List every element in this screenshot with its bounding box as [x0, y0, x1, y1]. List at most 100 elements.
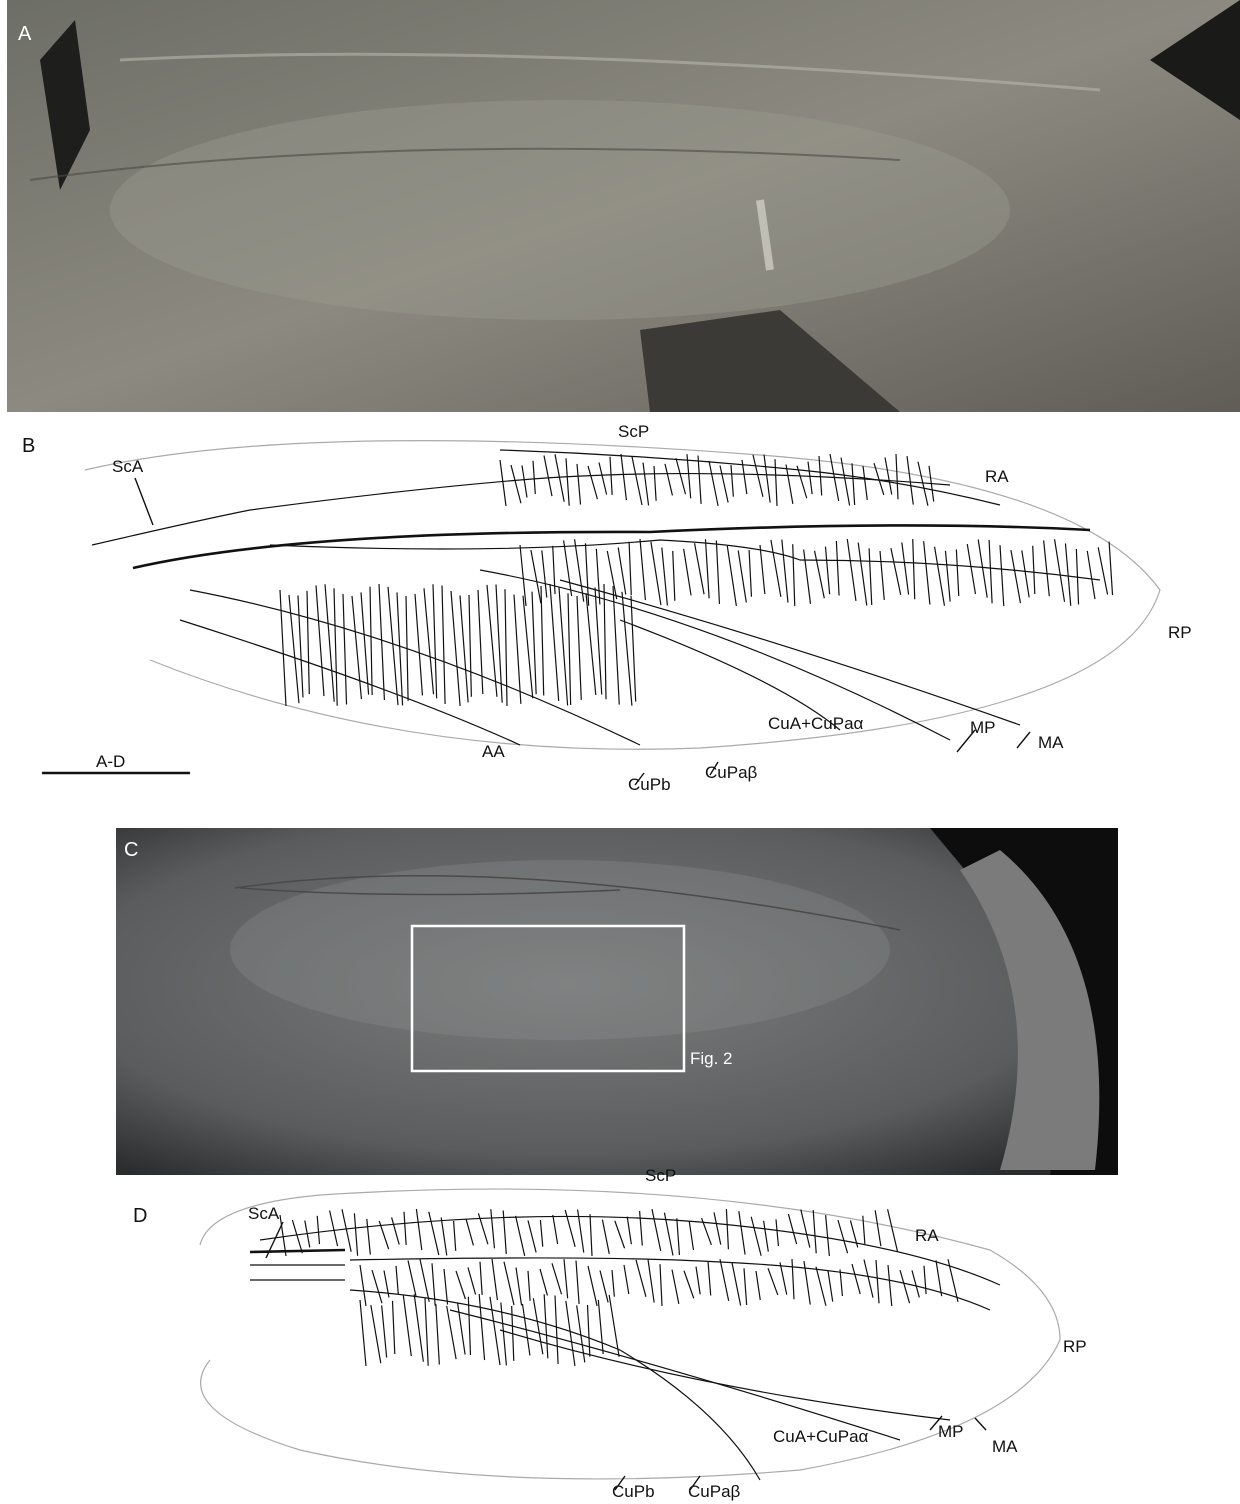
crossvein [906, 456, 914, 505]
crossvein [743, 1268, 748, 1306]
crossvein [316, 1215, 321, 1245]
crossvein [849, 1220, 859, 1248]
crossvein [540, 586, 545, 696]
crossvein [479, 1261, 483, 1296]
crossvein [763, 1220, 769, 1252]
crossvein [587, 1265, 598, 1307]
crossvein [351, 595, 363, 700]
crossvein [489, 1296, 501, 1366]
crossvein [683, 548, 692, 596]
crossvein [1097, 547, 1109, 595]
crossvein [504, 589, 508, 706]
crossvein [576, 1305, 586, 1363]
crossvein [378, 1220, 390, 1250]
crossvein [549, 584, 560, 701]
crossvein [631, 456, 643, 506]
crossvein [719, 465, 729, 503]
crossvein [515, 1215, 526, 1257]
crossvein [815, 1266, 827, 1306]
crossvein [840, 457, 851, 506]
crossvein [521, 1303, 531, 1356]
drawing-d: D ScA ScP RA RP MA MP CuA+CuPaα CuPaβ Cu… [133, 1166, 1087, 1501]
crossvein [554, 1295, 559, 1364]
scale-label: A-D [96, 752, 125, 771]
crossvein [589, 1214, 593, 1256]
crossvein [813, 550, 825, 599]
crossvein [1064, 543, 1072, 606]
vein-label: MP [938, 1422, 964, 1441]
crossvein [661, 547, 668, 606]
crossvein [532, 460, 536, 495]
crossvein [851, 1263, 861, 1295]
crossvein [824, 546, 831, 595]
crossvein [597, 1299, 604, 1355]
crossvein [704, 539, 710, 599]
crossvein [455, 1270, 467, 1300]
crossvein [577, 1209, 585, 1253]
crossvein [515, 1267, 523, 1306]
crossvein [359, 1264, 367, 1307]
panel-label: C [124, 839, 138, 861]
crossvein [453, 1220, 457, 1251]
crossvein [851, 463, 856, 506]
photo-c: C Fig. 2 [116, 828, 1118, 1175]
crossvein [752, 454, 764, 497]
panel-label: B [22, 435, 35, 457]
crossvein [395, 1265, 399, 1295]
crossvein [868, 548, 873, 606]
crossvein [635, 1259, 647, 1297]
crossvein [912, 539, 916, 600]
crossvein [608, 1294, 620, 1357]
crossvein [552, 1214, 559, 1245]
crossvein [467, 1267, 477, 1295]
crossvein [554, 454, 565, 502]
crossvein [502, 1210, 507, 1255]
crossvein [333, 588, 338, 706]
crossvein [510, 464, 522, 504]
crossvein [639, 1210, 643, 1246]
photo-a: A [7, 0, 1240, 412]
vein-label: CuA+CuPaα [773, 1427, 869, 1446]
crossvein [450, 590, 461, 706]
crossvein [630, 595, 637, 702]
crossvein [621, 591, 633, 706]
crossvein [381, 1305, 388, 1358]
crossvein [651, 1208, 662, 1252]
crossvein [378, 583, 386, 701]
crossvein [653, 465, 657, 501]
crossvein [803, 549, 812, 604]
crossvein [686, 454, 692, 499]
crossvein [423, 588, 435, 695]
crossvein [1032, 545, 1036, 595]
crossvein [676, 1218, 681, 1256]
crossvein [521, 465, 528, 498]
crossvein [890, 548, 902, 596]
crossvein [911, 1270, 920, 1298]
crossvein [288, 594, 300, 704]
crossvein [407, 1260, 417, 1297]
crossvein [279, 589, 287, 707]
crossvein [650, 541, 662, 606]
crossvein [527, 1270, 531, 1301]
crossvein [770, 539, 782, 597]
crossvein [609, 456, 613, 495]
crossvein [565, 1300, 576, 1367]
crossvein [586, 1304, 591, 1357]
crossvein [575, 1260, 580, 1305]
crossvein [675, 458, 687, 495]
crossvein [304, 1220, 311, 1248]
crossvein [391, 1217, 400, 1245]
panel-label: A [18, 23, 32, 45]
crossvein [664, 463, 674, 496]
crossvein [707, 1260, 712, 1296]
crossvein [279, 1214, 287, 1257]
crossvein [839, 1269, 844, 1297]
vein-label: CuPaβ [705, 763, 758, 782]
crossvein [966, 543, 977, 595]
crossvein [623, 1264, 630, 1295]
crossvein [620, 453, 627, 501]
crossvein [563, 540, 573, 597]
crossvein [988, 539, 993, 604]
crossvein [405, 595, 409, 701]
